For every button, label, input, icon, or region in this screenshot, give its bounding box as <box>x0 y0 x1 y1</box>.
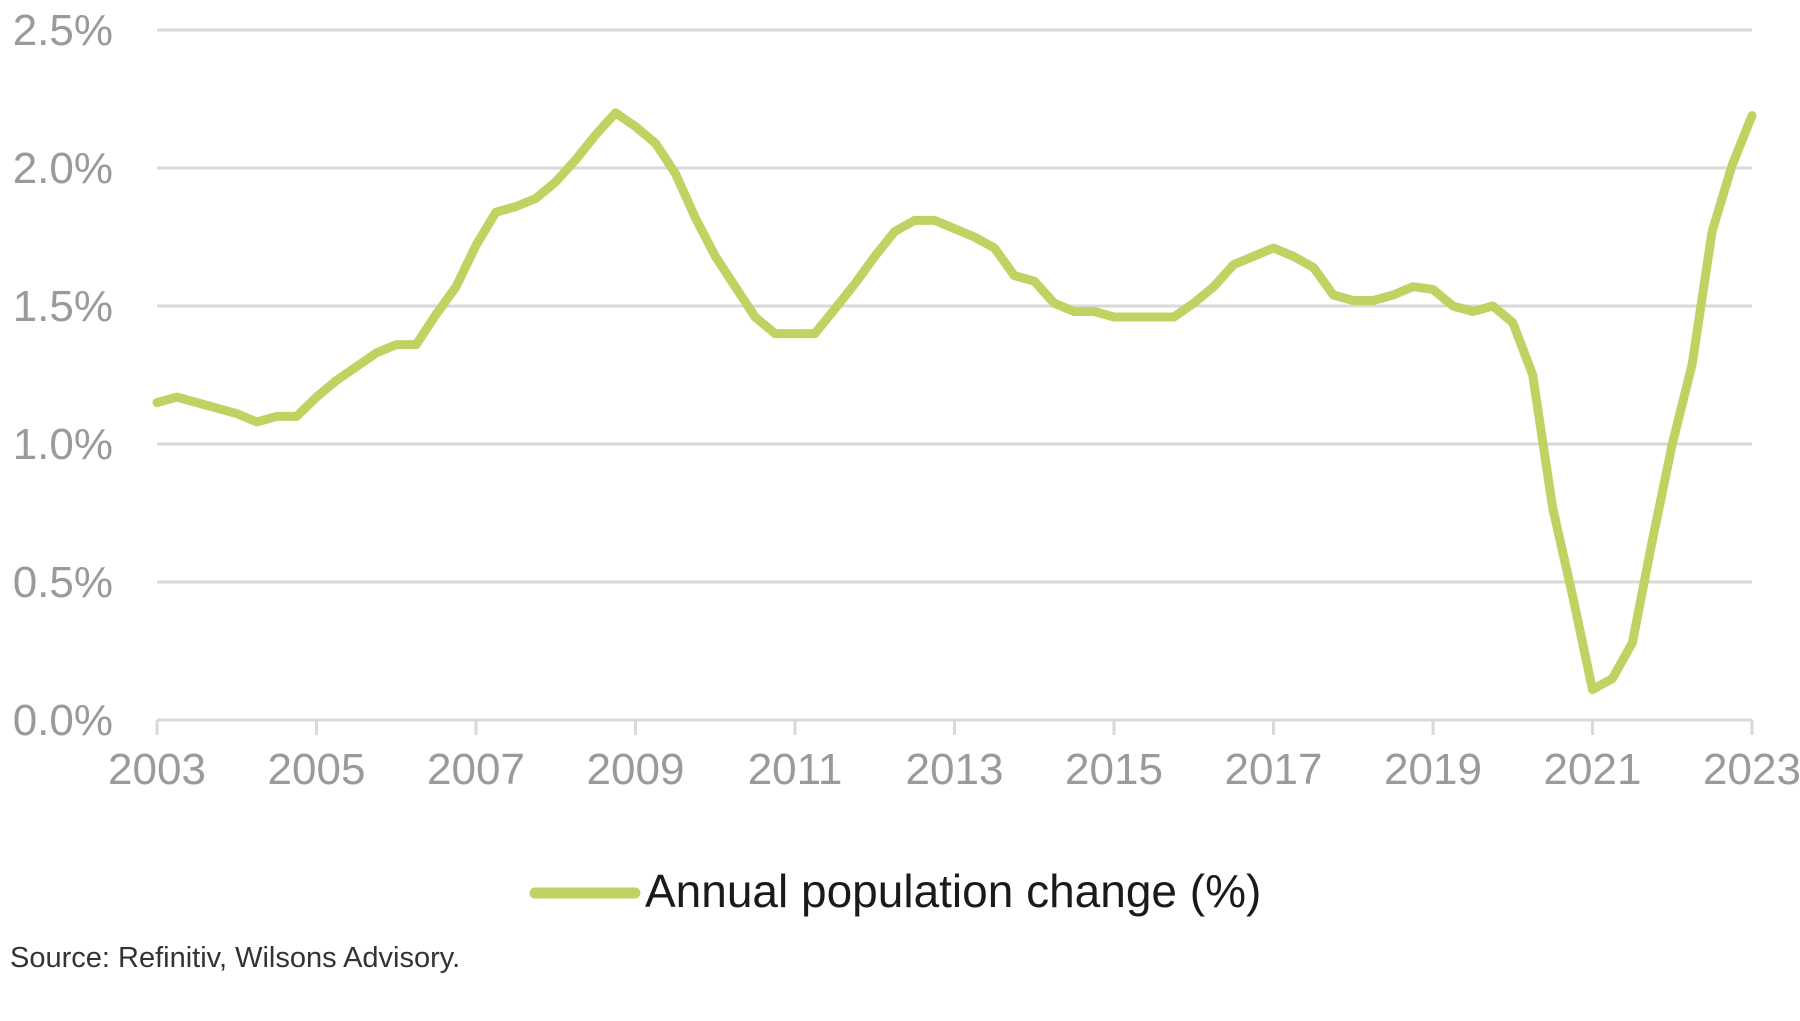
legend-label: Annual population change (%) <box>645 865 1261 917</box>
x-tick-label: 2003 <box>108 745 206 794</box>
x-tick-label: 2021 <box>1544 745 1642 794</box>
legend: Annual population change (%) <box>529 865 1261 917</box>
x-tick-label: 2023 <box>1703 745 1800 794</box>
y-tick-label: 2.0% <box>13 144 113 193</box>
y-tick-label: 1.0% <box>13 420 113 469</box>
x-tick-label: 2017 <box>1225 745 1323 794</box>
y-tick-label: 1.5% <box>13 282 113 331</box>
y-tick-label: 2.5% <box>13 6 113 55</box>
x-tick-label: 2005 <box>268 745 366 794</box>
y-axis-tick-labels: 0.0% 0.5% 1.0% 1.5% 2.0% 2.5% <box>13 6 113 745</box>
x-tick-label: 2015 <box>1065 745 1163 794</box>
x-tick-label: 2011 <box>748 745 843 794</box>
series-line-0 <box>152 108 1757 695</box>
x-axis-tick-labels: 2003 2005 2007 2009 2011 2013 2015 2017 2019 2021… <box>108 745 1800 794</box>
y-tick-label: 0.0% <box>13 696 113 745</box>
series-lines <box>152 108 1757 695</box>
x-tick-label: 2013 <box>906 745 1004 794</box>
y-tick-label: 0.5% <box>13 558 113 607</box>
source-note: Source: Refinitiv, Wilsons Advisory. <box>10 942 461 974</box>
x-tick-label: 2007 <box>427 745 525 794</box>
x-tick-label: 2019 <box>1384 745 1482 794</box>
x-axis <box>155 718 1754 735</box>
gridlines <box>157 28 1752 584</box>
x-tick-label: 2009 <box>587 745 685 794</box>
